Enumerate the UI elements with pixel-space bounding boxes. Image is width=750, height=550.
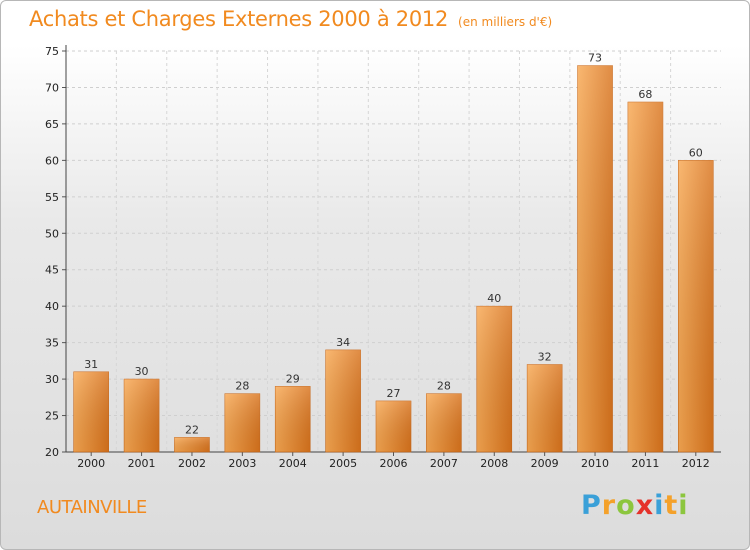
bar-shade (627, 102, 663, 452)
y-tick-label: 25 (45, 410, 59, 423)
y-tick-label: 20 (45, 446, 59, 459)
data-label: 73 (588, 52, 602, 65)
y-tick-label: 45 (45, 264, 59, 277)
logo-letter: P (581, 490, 602, 521)
x-tick-label: 2000 (77, 457, 105, 470)
bar-shade (476, 306, 512, 452)
bar-shade (325, 349, 361, 452)
x-tick-label: 2003 (228, 457, 256, 470)
y-tick-label: 60 (45, 154, 59, 167)
data-label: 40 (487, 292, 501, 305)
x-tick-label: 2001 (128, 457, 156, 470)
x-tick-label: 2010 (581, 457, 609, 470)
data-label: 68 (638, 88, 652, 101)
bar-shade (426, 393, 462, 452)
x-tick-label: 2005 (329, 457, 357, 470)
x-tick-label: 2007 (430, 457, 458, 470)
y-tick-label: 65 (45, 118, 59, 131)
logo-letter: o (616, 490, 636, 521)
x-tick-label: 2009 (531, 457, 559, 470)
bar-shade (577, 65, 613, 452)
chart-title: Achats et Charges Externes 2000 à 2012 (e… (29, 7, 552, 31)
data-label: 32 (538, 351, 552, 364)
data-label: 30 (135, 365, 149, 378)
chart-unit: (en milliers d'€) (458, 15, 553, 29)
logo-letter: r (601, 490, 617, 521)
y-tick-label: 30 (45, 373, 59, 386)
data-label: 31 (84, 358, 98, 371)
logo-letter: t (664, 490, 679, 521)
commune-name: AUTAINVILLE (37, 497, 147, 518)
y-tick-label: 50 (45, 227, 59, 240)
data-label: 60 (689, 146, 703, 159)
x-tick-label: 2004 (279, 457, 307, 470)
bar-shade (678, 160, 714, 452)
data-label: 28 (235, 380, 249, 393)
x-tick-label: 2002 (178, 457, 206, 470)
data-label: 27 (387, 387, 401, 400)
y-tick-label: 55 (45, 191, 59, 204)
x-tick-label: 2008 (480, 457, 508, 470)
bar-shade (124, 379, 160, 452)
data-label: 28 (437, 380, 451, 393)
bar-shade (376, 400, 411, 452)
grid-layer (66, 50, 721, 453)
logo-letter: i (678, 490, 689, 521)
x-tick-label: 2012 (682, 457, 710, 470)
bar-shade (275, 386, 311, 452)
chart-title-text: Achats et Charges Externes 2000 à 2012 (29, 7, 449, 31)
bar-layer (73, 65, 714, 453)
bar-shade (73, 371, 109, 452)
proxiti-logo[interactable]: Proxiti (581, 490, 689, 521)
data-label: 22 (185, 423, 199, 436)
label-layer: 31 30 22 28 29 34 27 28 40 32 73 68 60 (84, 52, 703, 437)
data-label: 34 (336, 336, 350, 349)
logo-letter: x (635, 490, 655, 521)
bar-shade (527, 364, 563, 452)
x-tick-label: 2011 (631, 457, 659, 470)
y-tick-label: 70 (45, 81, 59, 94)
x-tick-label: 2006 (380, 457, 408, 470)
logo-letter: i (654, 490, 665, 521)
bar-shade (174, 437, 210, 452)
y-tick-label: 35 (45, 337, 59, 350)
y-tick-label: 40 (45, 300, 59, 313)
y-tick-label: 75 (45, 45, 59, 58)
data-label: 29 (286, 372, 300, 385)
bar-shade (224, 393, 260, 452)
